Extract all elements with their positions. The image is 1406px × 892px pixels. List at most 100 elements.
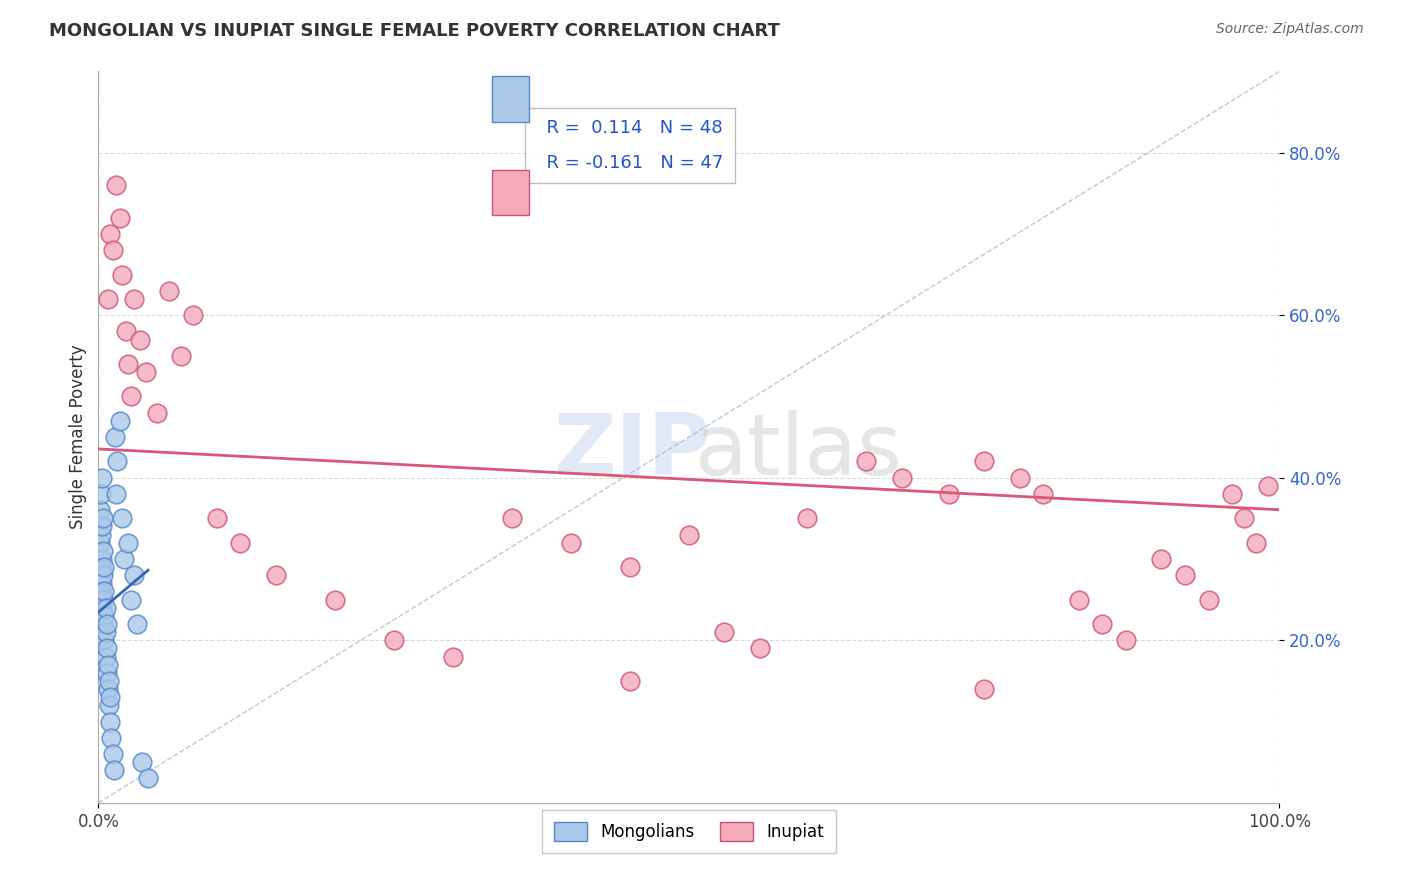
Point — [1115, 633, 1137, 648]
Point — [91, 544, 114, 558]
Point — [441, 649, 464, 664]
Point — [748, 641, 770, 656]
Point — [1220, 487, 1243, 501]
Point — [101, 243, 124, 257]
Point — [96, 665, 118, 680]
Point — [105, 178, 128, 193]
Point — [1244, 535, 1267, 549]
Point — [89, 503, 111, 517]
Point — [105, 487, 128, 501]
Point — [98, 690, 121, 705]
Point — [100, 731, 122, 745]
Text: R =  0.114   N = 48
  R = -0.161   N = 47: R = 0.114 N = 48 R = -0.161 N = 47 — [536, 119, 724, 171]
Point — [103, 764, 125, 778]
Point — [1233, 511, 1256, 525]
Point — [619, 560, 641, 574]
Point — [97, 657, 120, 672]
Point — [91, 471, 114, 485]
Point — [157, 284, 180, 298]
Point — [146, 406, 169, 420]
Point — [108, 211, 131, 225]
Point — [98, 714, 121, 729]
Point — [1032, 487, 1054, 501]
Point — [855, 454, 877, 468]
Point — [111, 511, 134, 525]
Point — [112, 552, 135, 566]
Point — [90, 560, 112, 574]
Point — [382, 633, 405, 648]
Point — [93, 584, 115, 599]
Point — [105, 454, 128, 468]
Legend: Mongolians, Inupiat: Mongolians, Inupiat — [543, 811, 835, 853]
Point — [93, 608, 115, 623]
Point — [796, 511, 818, 525]
Point — [135, 365, 157, 379]
Point — [91, 568, 114, 582]
Text: MONGOLIAN VS INUPIAT SINGLE FEMALE POVERTY CORRELATION CHART: MONGOLIAN VS INUPIAT SINGLE FEMALE POVER… — [49, 22, 780, 40]
Point — [1150, 552, 1173, 566]
Point — [229, 535, 252, 549]
FancyBboxPatch shape — [492, 170, 530, 216]
Point — [94, 600, 117, 615]
Point — [170, 349, 193, 363]
Point — [323, 592, 346, 607]
Point — [90, 584, 112, 599]
Point — [1008, 471, 1031, 485]
Y-axis label: Single Female Poverty: Single Female Poverty — [69, 345, 87, 529]
Point — [121, 592, 143, 607]
Point — [264, 568, 287, 582]
Point — [501, 511, 523, 525]
Point — [1257, 479, 1279, 493]
Point — [91, 511, 114, 525]
Point — [1174, 568, 1197, 582]
Text: atlas: atlas — [695, 410, 903, 493]
Point — [127, 617, 149, 632]
Point — [98, 227, 121, 241]
Point — [91, 552, 114, 566]
Point — [91, 592, 114, 607]
Point — [128, 333, 150, 347]
Point — [560, 535, 582, 549]
Point — [91, 576, 114, 591]
Point — [136, 772, 159, 786]
Point — [1198, 592, 1220, 607]
Point — [205, 511, 228, 525]
Point — [97, 292, 120, 306]
Point — [97, 681, 120, 696]
Point — [1067, 592, 1090, 607]
Point — [122, 568, 145, 582]
Point — [90, 487, 112, 501]
Point — [973, 681, 995, 696]
Point — [104, 430, 127, 444]
Point — [121, 389, 143, 403]
Point — [1091, 617, 1114, 632]
Point — [93, 633, 115, 648]
Point — [94, 625, 117, 640]
Point — [890, 471, 912, 485]
Point — [973, 454, 995, 468]
Point — [94, 649, 117, 664]
Point — [91, 617, 114, 632]
Point — [114, 325, 136, 339]
Point — [89, 535, 111, 549]
Point — [678, 527, 700, 541]
Text: ZIP: ZIP — [553, 410, 711, 493]
Point — [91, 519, 114, 533]
Point — [93, 560, 115, 574]
Point — [619, 673, 641, 688]
Point — [117, 357, 139, 371]
Point — [111, 268, 134, 282]
Point — [131, 755, 153, 769]
Point — [181, 308, 204, 322]
Point — [96, 617, 118, 632]
Point — [96, 641, 118, 656]
Point — [90, 527, 112, 541]
Point — [938, 487, 960, 501]
Point — [89, 568, 111, 582]
Point — [101, 747, 124, 761]
Text: Source: ZipAtlas.com: Source: ZipAtlas.com — [1216, 22, 1364, 37]
Point — [122, 292, 145, 306]
Point — [713, 625, 735, 640]
FancyBboxPatch shape — [492, 77, 530, 122]
Point — [98, 673, 121, 688]
